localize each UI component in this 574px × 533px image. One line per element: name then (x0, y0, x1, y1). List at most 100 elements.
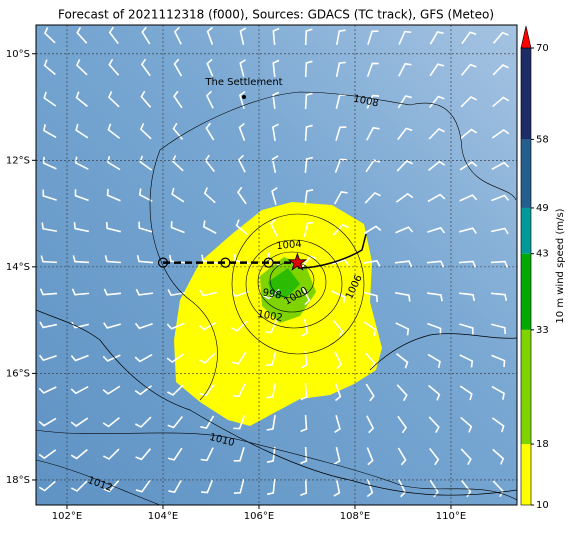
x-tick-label: 108°E (340, 511, 370, 522)
wind-barb (366, 126, 380, 141)
wind-barb (106, 188, 121, 202)
wind-barb (363, 225, 382, 235)
wind-barb (238, 122, 246, 141)
wind-barb (103, 288, 122, 296)
wind-barb (172, 122, 184, 140)
place-label: The Settlement (204, 77, 282, 88)
wind-barb (428, 128, 445, 140)
contour-label: 1002 (256, 309, 283, 324)
wind-barb (395, 322, 410, 336)
wind-barb (72, 255, 90, 264)
wind-barb (461, 31, 477, 45)
wind-barb (272, 91, 280, 110)
wind-barb (167, 289, 186, 296)
wind-barb (304, 92, 313, 110)
wind-barb (426, 260, 445, 268)
wind-barb (333, 447, 341, 465)
wind-barb (492, 448, 505, 465)
wind-barb (363, 291, 379, 303)
wind-barb (167, 416, 184, 429)
wind-barb (303, 221, 314, 238)
wind-barb (233, 479, 245, 495)
wind-barb (396, 160, 413, 172)
wind-barb (108, 26, 119, 45)
contour-label: 998 (262, 287, 283, 301)
wind-barb (74, 189, 89, 202)
coastline (369, 333, 517, 371)
wind-barb (107, 156, 121, 171)
colorbar-tick-label: 10 (536, 500, 549, 511)
wind-barb (75, 123, 89, 139)
map-area: The Settlement 1008100410009981002100610… (36, 25, 517, 505)
wind-barb (366, 415, 375, 434)
wind-barb (459, 354, 474, 368)
wind-barb (73, 222, 90, 233)
wind-barb (239, 59, 246, 77)
wind-barb (102, 385, 121, 395)
wind-barb (428, 384, 441, 401)
wind-barb (363, 321, 377, 337)
wind-barb (334, 158, 347, 173)
wind-barb (395, 226, 414, 234)
wind-barb (135, 448, 152, 461)
wind-barb (200, 479, 214, 494)
wind-barb (366, 62, 379, 77)
wind-barb (43, 59, 56, 76)
wind-barb (205, 122, 215, 141)
wind-barb (460, 63, 477, 76)
wind-barb (490, 292, 508, 301)
wind-barb (206, 26, 214, 45)
wind-barb (266, 446, 276, 463)
wind-barb (492, 480, 504, 498)
wind-barb (427, 226, 446, 234)
contour-label: 1004 (276, 239, 302, 252)
wind-barb (264, 319, 278, 334)
wind-barb (364, 352, 376, 370)
wind-43 (268, 268, 300, 298)
wind-barb (104, 255, 122, 264)
wind-barb (332, 223, 349, 236)
wind-barb (239, 27, 247, 46)
wind-barb (265, 351, 277, 366)
colorbar-extend (520, 25, 532, 49)
wind-barb (171, 155, 184, 172)
y-tick-label: 16°S (6, 368, 30, 379)
wind-barb (74, 156, 89, 170)
wind-barb (173, 58, 183, 77)
colorbar-segment (521, 253, 531, 330)
wind-barb (395, 353, 409, 369)
wind-barb (266, 478, 276, 496)
wind-barb (103, 480, 120, 493)
wind-barb (171, 187, 185, 203)
wind-barb (206, 58, 214, 77)
wind-barb (304, 156, 313, 174)
wind-barb (394, 260, 413, 268)
wind-barb (42, 189, 57, 201)
wind-barb (459, 385, 473, 401)
wind-barb (38, 480, 56, 492)
wind-barb (38, 417, 57, 427)
wind-barb (300, 446, 308, 465)
wind-barb (304, 189, 314, 206)
x-tick-label: 102°E (52, 511, 82, 522)
contours (36, 91, 517, 505)
wind-barb (168, 479, 183, 494)
wind-barb (491, 129, 510, 139)
wind-barb (135, 479, 151, 493)
wind-barb (300, 414, 308, 433)
wind-barb (42, 156, 57, 170)
wind-barb (75, 59, 88, 76)
wind-barb (302, 287, 311, 306)
wind-barb (138, 221, 153, 233)
wind-barb (334, 351, 343, 370)
wind-barb (426, 292, 443, 302)
wind-barb (429, 447, 440, 466)
wind-barb (459, 227, 477, 234)
wind-barb (427, 322, 442, 335)
wind-barb (198, 321, 217, 331)
wind-barb (139, 155, 153, 171)
wind-barb (300, 382, 308, 401)
wind-barb (200, 415, 215, 429)
wind-barb (71, 288, 90, 296)
wind-barb (460, 416, 473, 433)
